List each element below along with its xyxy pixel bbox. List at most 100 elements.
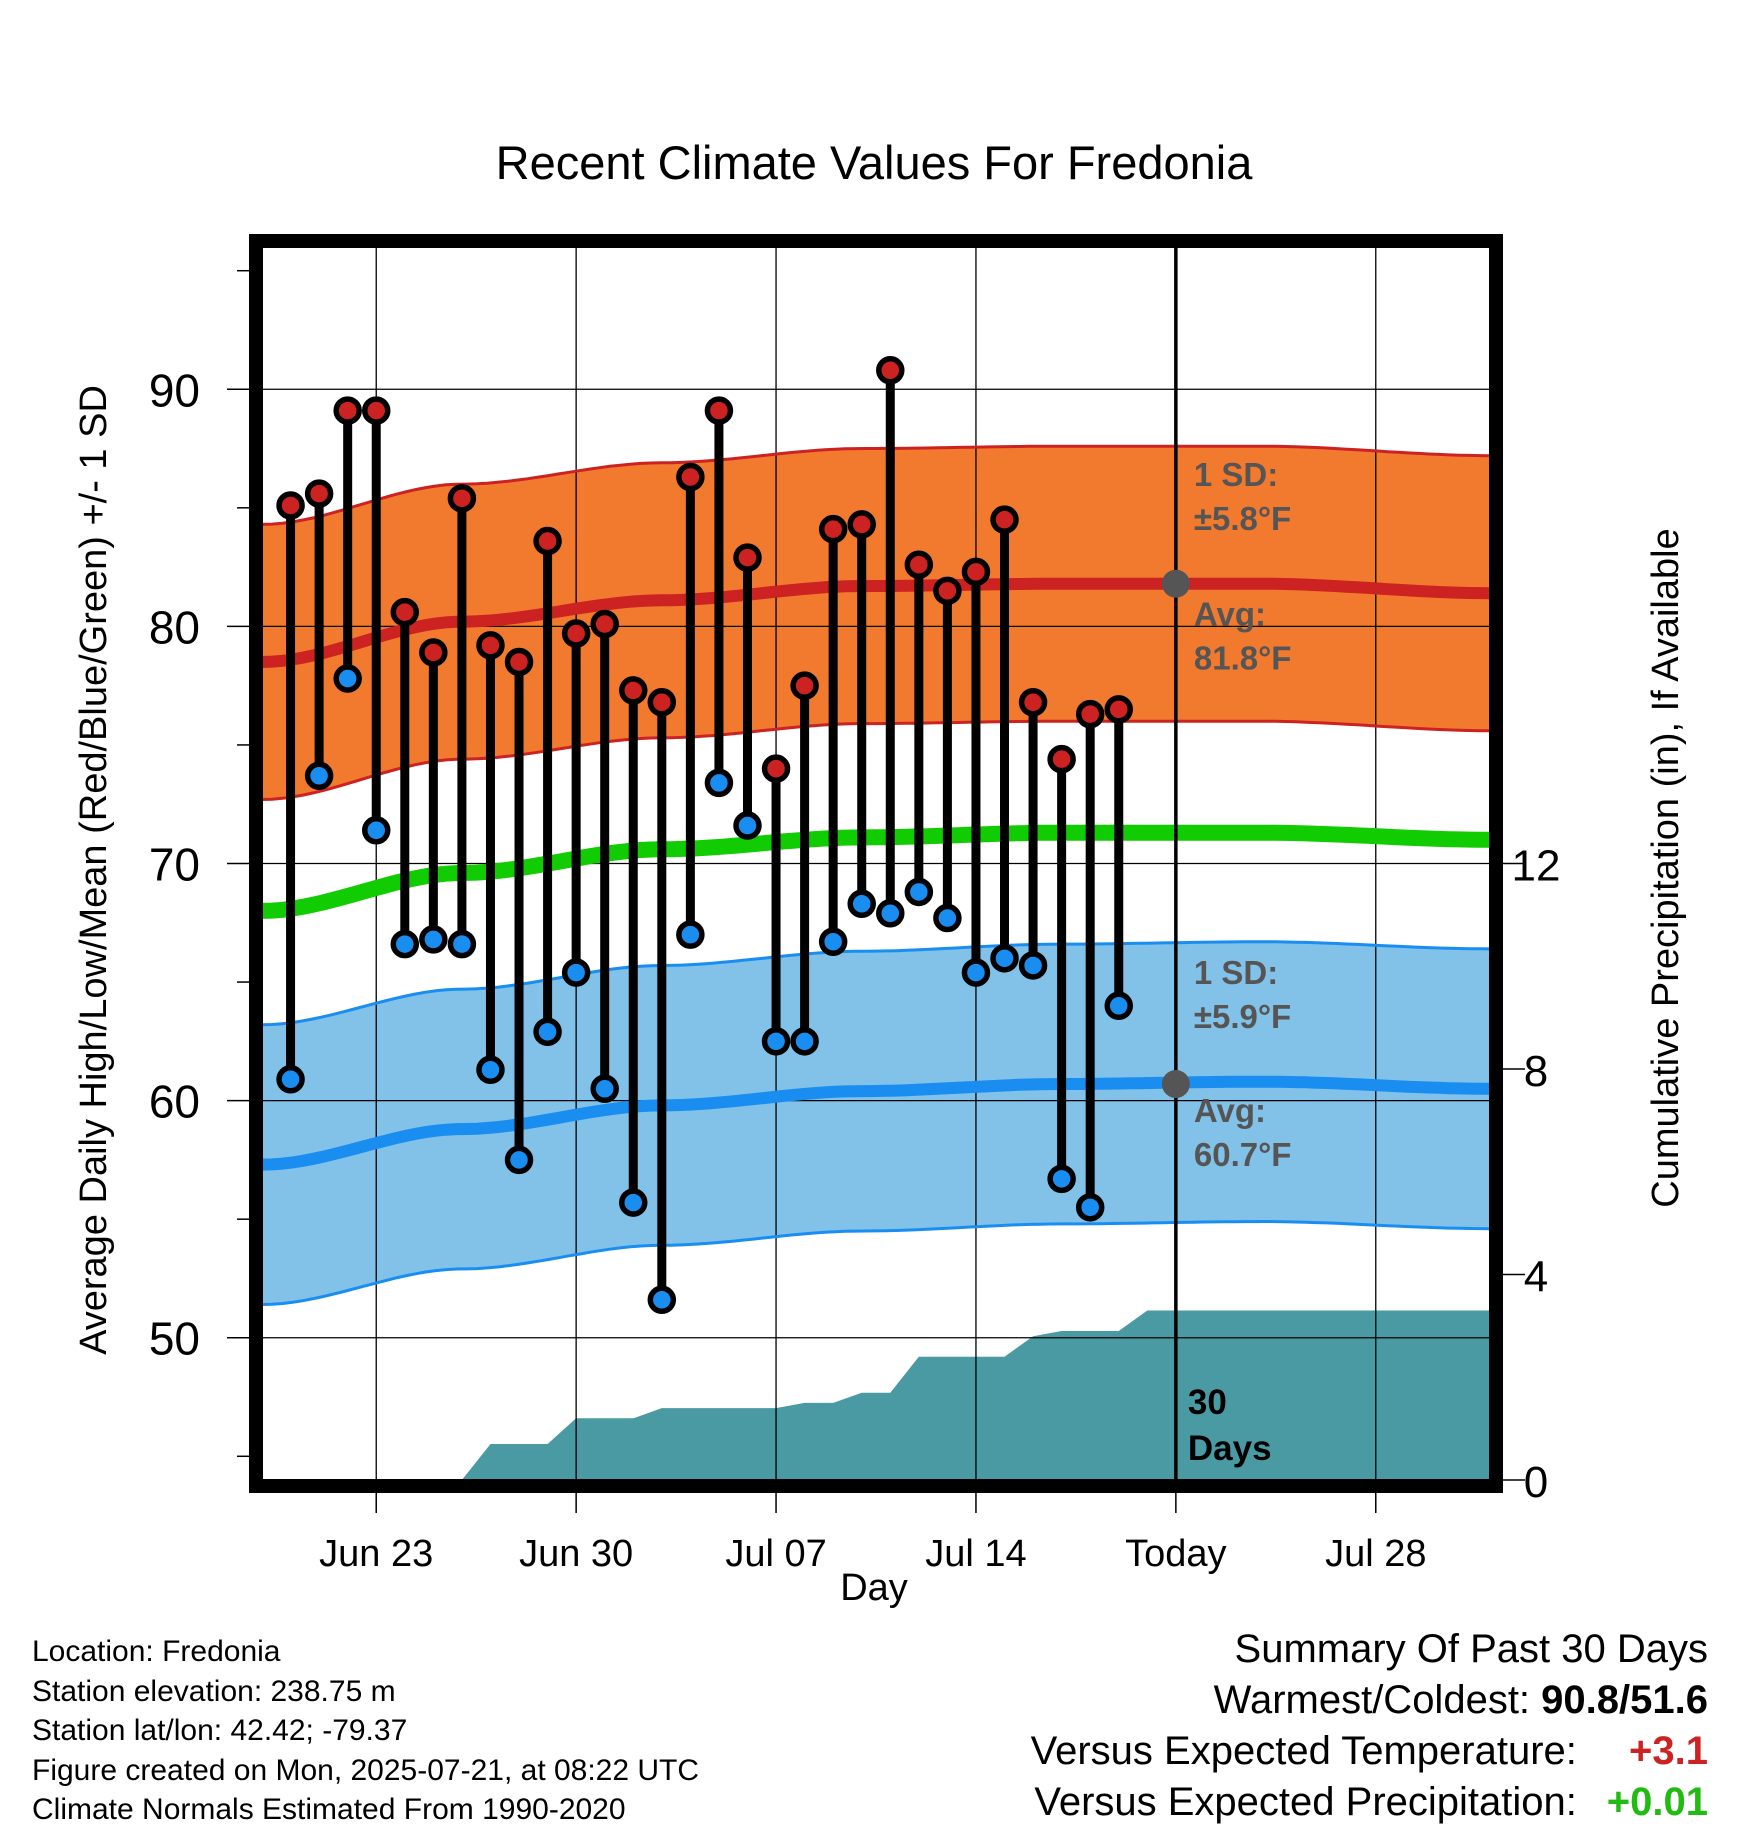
y-tick-label: 70 [149,839,200,891]
low-sd-edge [261,1219,1491,1306]
latlon-text: Station lat/lon: 42.42; -79.37 [32,1714,408,1747]
daily-low-point [933,903,962,933]
x-tick-label: Jul 14 [925,1533,1026,1575]
y-tick-label: 80 [149,601,200,653]
x-tick-label: Jun 30 [519,1533,633,1575]
y-tick-label: 50 [149,1313,200,1365]
daily-low-point [333,664,362,693]
x-axis-label: Day [840,1567,908,1609]
daily-high-point [904,550,934,579]
daily-high-point [276,491,305,520]
daily-low-point [818,927,848,956]
daily-high-point [704,396,734,425]
daily-low-point [276,1065,305,1094]
summary-panel: Summary Of Past 30 Days Warmest/Coldest:… [1031,1624,1708,1828]
low-avg-value-annotation: 60.7°F [1194,1136,1292,1173]
daily-low-point [476,1055,505,1085]
daily-low-point [561,958,591,987]
elevation-text: Station elevation: 238.75 m [32,1674,396,1708]
daily-low-point [790,1027,819,1056]
today-low-normal-marker [1161,1070,1190,1099]
climate-chart: Recent Climate Values For Fredonia 1 SD:… [73,136,1687,1609]
avg-low-line [261,1075,1491,1171]
daily-high-point [561,619,591,648]
warm-cold-value: 90.8/51.6 [1541,1678,1708,1722]
plot-layers: 1 SD: ±5.8°F Avg: 81.8°F 1 SD: ±5.9°F Avg: 60.7… [149,234,1561,1575]
daily-high-point [733,543,762,572]
daily-low-point [733,811,762,840]
daily-high-point [818,514,848,544]
daily-high-point [990,505,1019,534]
high-sd-edge [261,719,1490,801]
daily-high-point [333,396,362,425]
y-tick-label: 90 [149,364,200,416]
daily-low-point [361,816,391,845]
precip-row: Versus Expected Precipitation: +0.01 [1031,1777,1708,1828]
chart-title: Recent Climate Values For Fredonia [496,136,1254,189]
daily-high-point [1018,688,1048,717]
daily-high-point [419,638,448,667]
precip-label: Versus Expected Precipitation: [1034,1780,1577,1824]
temp-value: +3.1 [1629,1729,1708,1773]
daily-high-point [1104,695,1133,724]
daily-high-point [1075,699,1105,729]
daily-low-point [676,920,705,949]
location-text: Location: Fredonia [32,1635,281,1668]
plot-frame [249,234,1503,1493]
daily-low-point [533,1017,562,1047]
avg-high-line [261,577,1491,668]
warm-cold-label: Warmest/Coldest: [1213,1678,1531,1722]
daily-low-point [304,761,334,791]
warm-cold-row: Warmest/Coldest: 90.8/51.6 [1031,1675,1708,1726]
daily-low-point [419,925,448,954]
high-avg-annotation: Avg: [1194,596,1266,633]
days-annotation: 30 [1188,1383,1227,1422]
daily-high-point [476,631,505,660]
daily-low-point [390,929,420,959]
high-sd-value-annotation: ±5.8°F [1194,500,1291,537]
temp-row: Versus Expected Temperature: +3.1 [1031,1726,1708,1777]
y-axis-label: Average Daily High/Low/Mean (Red/Blue/Gr… [73,385,115,1355]
low-sd-annotation: 1 SD: [1194,954,1278,991]
daily-high-point [504,647,534,677]
daily-high-point [876,356,905,385]
daily-high-point [761,754,791,783]
y-tick-label: 60 [149,1076,200,1128]
daily-low-point [1047,1164,1076,1194]
avg-mean-line [261,824,1491,919]
created-text: Figure created on Mon, 2025-07-21, at 08… [32,1753,700,1787]
low-sd-band [262,941,1490,1305]
daily-high-point [390,597,420,627]
daily-high-point [304,479,334,508]
summary-heading: Summary Of Past 30 Days [1234,1627,1708,1671]
low-avg-annotation: Avg: [1194,1092,1266,1129]
daily-low-point [990,944,1019,973]
normals-text: Climate Normals Estimated From 1990-2020 [32,1793,626,1826]
daily-low-point [761,1027,791,1056]
high-sd-annotation: 1 SD: [1194,456,1278,493]
daily-low-point [847,889,876,919]
x-tick-label: Jun 23 [319,1533,433,1575]
daily-high-point [361,396,391,425]
low-sd-value-annotation: ±5.9°F [1194,998,1291,1035]
high-sd-band [262,446,1490,800]
daily-high-point [790,671,819,700]
daily-low-point [904,877,934,907]
daily-low-point [1018,951,1048,980]
daily-high-point [619,676,648,705]
daily-low-point [876,899,905,928]
daily-high-point [533,526,562,556]
low-sd-edge [261,940,1491,1027]
daily-low-point [504,1145,534,1175]
x-tick-label: Jul 28 [1325,1533,1426,1575]
x-tick-label: Today [1125,1533,1226,1575]
daily-high-point [1047,744,1076,774]
daily-high-point [933,576,962,606]
y2-tick-label: 4 [1524,1253,1548,1302]
daily-low-point [590,1074,619,1104]
daily-low-point [961,958,991,987]
daily-high-point [447,484,477,513]
high-sd-edge [261,444,1491,526]
station-info: Location: Fredonia Station elevation: 23… [32,1632,699,1830]
y2-tick-label: 12 [1512,842,1561,891]
